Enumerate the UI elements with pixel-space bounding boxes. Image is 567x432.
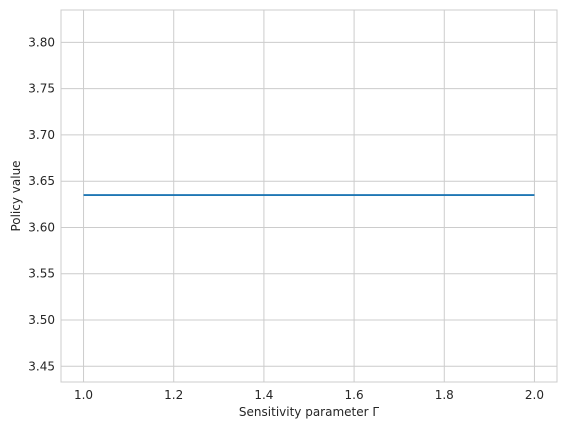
y-tick-label: 3.65 — [28, 174, 55, 188]
x-tick-labels: 1.0 1.2 1.4 1.6 1.8 2.0 — [74, 388, 544, 402]
plot-frame — [60, 9, 558, 383]
x-tick-label: 1.6 — [345, 388, 364, 402]
y-tick-label: 3.50 — [28, 313, 55, 327]
x-axis-label: Sensitivity parameter Γ — [239, 405, 379, 419]
x-tick-label: 2.0 — [525, 388, 544, 402]
y-tick-label: 3.80 — [28, 35, 55, 49]
y-tick-label: 3.70 — [28, 128, 55, 142]
x-tick-label: 1.4 — [254, 388, 273, 402]
x-tick-label: 1.0 — [74, 388, 93, 402]
y-tick-labels: 3.45 3.50 3.55 3.60 3.65 3.70 3.75 3.80 — [28, 35, 55, 373]
y-tick-label: 3.55 — [28, 267, 55, 281]
y-tick-label: 3.60 — [28, 220, 55, 234]
y-tick-label: 3.45 — [28, 359, 55, 373]
grid — [61, 10, 557, 382]
x-tick-label: 1.2 — [164, 388, 183, 402]
y-tick-label: 3.75 — [28, 82, 55, 96]
x-tick-label: 1.8 — [435, 388, 454, 402]
y-axis-label: Policy value — [9, 160, 23, 231]
